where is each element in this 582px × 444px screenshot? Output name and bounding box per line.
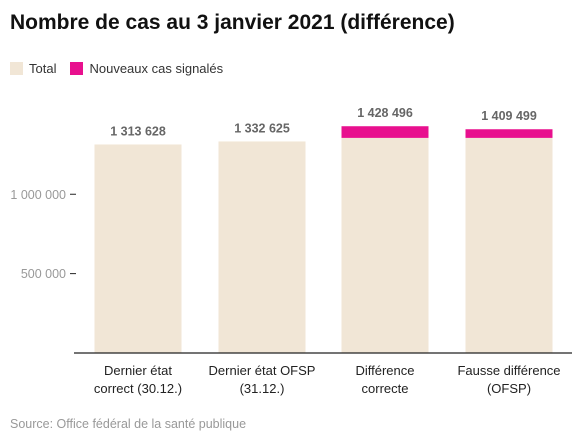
x-tick-label-line2: (OFSP) [486, 381, 532, 396]
x-tick-label: Dernier état correct (30.12.) [78, 362, 198, 398]
bar-value-label: 1 313 628 [110, 124, 166, 138]
y-tick-label: 1 000 000 [10, 188, 66, 202]
bar-total [341, 137, 429, 353]
bar-total [465, 137, 553, 353]
x-tick-label-line1: Dernier état [104, 363, 172, 378]
x-tick-label-line2: (31.12.) [239, 381, 285, 396]
x-tick-label-line1: Fausse différence [457, 363, 561, 378]
x-tick-label-line1: Dernier état OFSP [208, 363, 316, 378]
x-tick-label: Différence correcte [325, 362, 445, 398]
legend-label-total: Total [29, 61, 57, 76]
bar-new-cases [465, 129, 553, 138]
legend-swatch-total [10, 62, 23, 75]
x-tick-label: Dernier état OFSP (31.12.) [202, 362, 322, 398]
bar-new-cases [341, 126, 429, 138]
legend: Total Nouveaux cas signalés [10, 61, 237, 76]
x-tick-label-line2: correcte [361, 381, 409, 396]
bar-value-label: 1 409 499 [481, 109, 537, 123]
legend-swatch-new-cases [70, 62, 84, 75]
bar-value-label: 1 332 625 [234, 121, 290, 135]
source-note: Source: Office fédéral de la santé publi… [10, 417, 247, 431]
x-tick-label-line1: Différence [355, 363, 415, 378]
bar-value-label: 1 428 496 [357, 106, 413, 120]
legend-item-total: Total [10, 61, 56, 76]
x-tick-label-line2: correct (30.12.) [93, 381, 183, 396]
chart-title: Nombre de cas au 3 janvier 2021 (différe… [10, 11, 455, 34]
legend-label-new-cases: Nouveaux cas signalés [89, 61, 224, 76]
legend-item-new-cases: Nouveaux cas signalés [70, 61, 223, 76]
x-tick-label: Fausse différence (OFSP) [449, 362, 569, 398]
bar-total [94, 144, 182, 353]
bar-total [218, 141, 306, 353]
y-tick-label: 500 000 [21, 267, 66, 281]
bar-chart: 500 000 1 000 000 1 313 628 1 332 625 1 428 … [10, 106, 572, 354]
